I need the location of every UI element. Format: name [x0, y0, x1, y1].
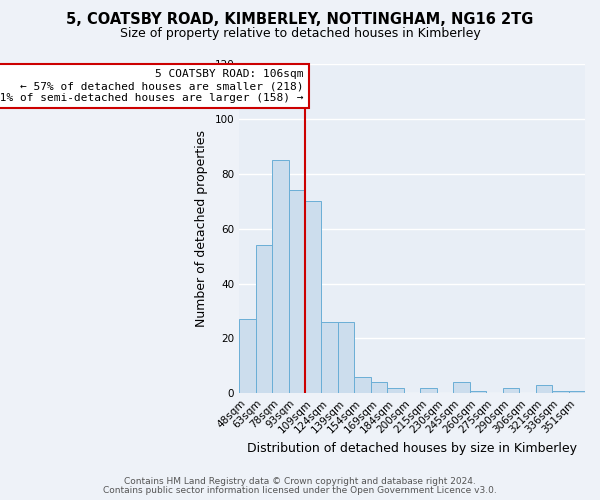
Bar — [421, 388, 437, 394]
Bar — [536, 385, 552, 394]
Bar — [338, 322, 355, 394]
Text: Contains HM Land Registry data © Crown copyright and database right 2024.: Contains HM Land Registry data © Crown c… — [124, 477, 476, 486]
Bar — [371, 382, 388, 394]
Bar — [470, 390, 486, 394]
Bar — [552, 390, 569, 394]
Text: 5 COATSBY ROAD: 106sqm
← 57% of detached houses are smaller (218)
41% of semi-de: 5 COATSBY ROAD: 106sqm ← 57% of detached… — [0, 70, 304, 102]
Bar — [272, 160, 289, 394]
Bar — [289, 190, 305, 394]
Text: 5, COATSBY ROAD, KIMBERLEY, NOTTINGHAM, NG16 2TG: 5, COATSBY ROAD, KIMBERLEY, NOTTINGHAM, … — [67, 12, 533, 28]
Text: Size of property relative to detached houses in Kimberley: Size of property relative to detached ho… — [119, 28, 481, 40]
Bar — [453, 382, 470, 394]
Bar — [388, 388, 404, 394]
Bar — [503, 388, 519, 394]
Bar — [305, 201, 322, 394]
Bar — [569, 390, 585, 394]
X-axis label: Distribution of detached houses by size in Kimberley: Distribution of detached houses by size … — [247, 442, 577, 455]
Bar — [322, 322, 338, 394]
Bar — [355, 377, 371, 394]
Bar — [256, 245, 272, 394]
Y-axis label: Number of detached properties: Number of detached properties — [194, 130, 208, 327]
Text: Contains public sector information licensed under the Open Government Licence v3: Contains public sector information licen… — [103, 486, 497, 495]
Bar — [239, 319, 256, 394]
